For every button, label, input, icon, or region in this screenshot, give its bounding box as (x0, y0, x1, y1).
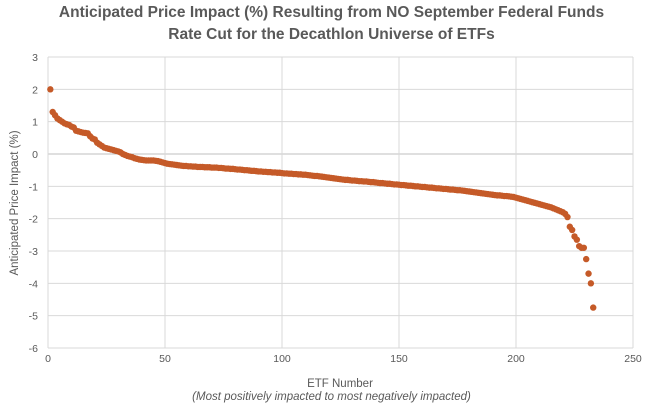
chart-title-line-2: Rate Cut for the Decathlon Universe of E… (168, 26, 495, 43)
data-point (585, 270, 592, 277)
data-point (568, 226, 576, 234)
chart-title-line-1: Anticipated Price Impact (%) Resulting f… (58, 4, 605, 21)
x-axis-label: ETF Number (307, 378, 373, 390)
data-point (587, 280, 595, 287)
x-axis-sublabel: (Most positively impacted to most negati… (192, 391, 471, 403)
data-point (590, 304, 597, 311)
y-tick-label: -5 (29, 311, 38, 323)
y-tick-label: -4 (29, 278, 38, 290)
data-points (47, 86, 597, 311)
gridlines (47, 56, 634, 349)
y-tick-label: -3 (29, 246, 38, 258)
data-point (47, 86, 54, 93)
data-point (583, 255, 590, 263)
data-point (580, 244, 588, 251)
y-tick-label: 2 (32, 84, 38, 96)
x-tick-label: 150 (390, 353, 408, 365)
x-tick-label: 200 (507, 353, 525, 365)
y-tick-label: -6 (29, 343, 38, 355)
y-axis-ticks: 3 2 1 0 -1 -2 -3 -4 -5 -6 (29, 52, 39, 355)
y-axis-label: Anticipated Price Impact (%) (9, 130, 21, 275)
data-point (573, 236, 581, 243)
y-tick-label: -2 (29, 214, 38, 226)
data-point (564, 213, 571, 221)
y-tick-label: 0 (32, 149, 38, 161)
x-tick-label: 250 (624, 353, 642, 365)
x-axis-ticks: 0 50 100 150 200 250 (45, 353, 642, 365)
x-tick-label: 50 (159, 353, 171, 365)
x-tick-label: 0 (45, 353, 51, 365)
y-tick-label: 3 (32, 52, 38, 64)
y-tick-label: -1 (29, 181, 38, 193)
chart-title: Anticipated Price Impact (%) Resulting f… (0, 2, 663, 46)
x-tick-label: 100 (273, 353, 291, 365)
y-tick-label: 1 (32, 117, 38, 129)
